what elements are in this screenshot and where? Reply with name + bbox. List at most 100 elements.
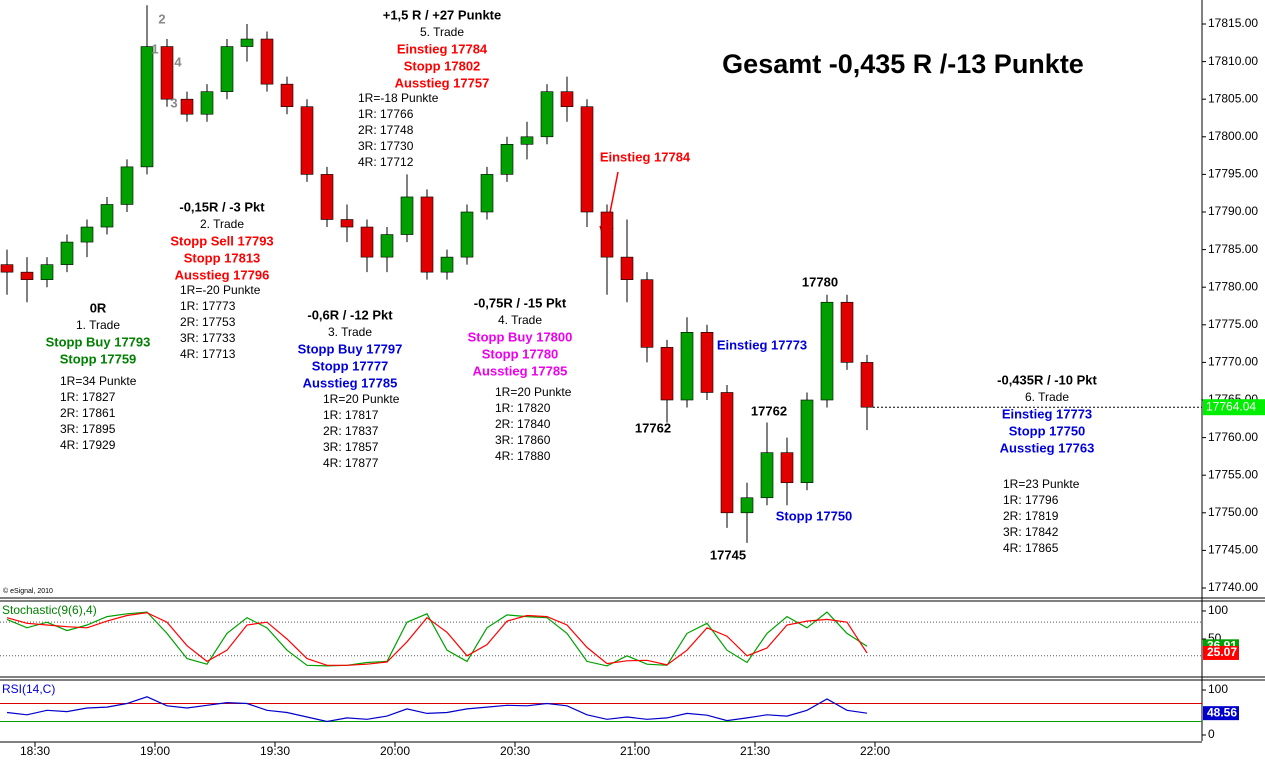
candle-body <box>120 166 134 205</box>
annotation-detail: 2R: 17748 <box>358 123 414 137</box>
annotation-label: 17762 <box>751 403 787 418</box>
y-tick-label: 17745.00 <box>1208 543 1258 557</box>
annotation-label: 2 <box>158 11 165 26</box>
annotation-detail: 4R: 17877 <box>323 456 379 470</box>
x-tick-label: 19:30 <box>260 744 290 758</box>
annotation-detail: 3R: 17730 <box>358 139 414 153</box>
annotation-line: -0,6R / -12 Pkt <box>307 307 393 322</box>
annotation-detail: 1R: 17817 <box>323 408 379 422</box>
annotation-detail: 1R: 17773 <box>180 299 236 313</box>
annotation-line: 6. Trade <box>1025 390 1069 404</box>
y-tick-label: 17740.00 <box>1208 580 1258 594</box>
annotation-detail: 1R: 17827 <box>60 390 116 404</box>
annotation-detail: 4R: 17929 <box>60 438 116 452</box>
annotation-detail: 1R=34 Punkte <box>60 374 137 388</box>
y-tick-label: 100 <box>1208 603 1228 617</box>
annotation-detail: 1R: 17766 <box>358 107 414 121</box>
candle-body <box>540 91 554 138</box>
candle-body <box>440 256 454 273</box>
annotation-detail: 3R: 17733 <box>180 331 236 345</box>
last-price-box <box>1203 399 1265 416</box>
candle-body <box>0 264 14 273</box>
annotation-detail: 4R: 17712 <box>358 155 414 169</box>
candle-body <box>700 332 714 393</box>
annotation-label: 17745 <box>710 547 746 562</box>
y-tick-label: 17750.00 <box>1208 505 1258 519</box>
candle-body <box>820 301 834 401</box>
candle-body <box>220 46 234 92</box>
indicator-line <box>6 696 868 723</box>
annotation-label: 17780 <box>802 274 838 289</box>
annotation-detail: 1R=20 Punkte <box>495 385 572 399</box>
annotation-line: Ausstieg 17785 <box>473 363 568 378</box>
x-tick-label: 18:30 <box>20 744 50 758</box>
candle-body <box>60 241 74 265</box>
candle-body <box>40 264 54 280</box>
annotation-line: Einstieg 17773 <box>1002 406 1092 421</box>
candle-body <box>620 256 634 280</box>
annotation-line: Stopp Buy 17793 <box>46 334 151 349</box>
annotation-line: 4. Trade <box>498 313 542 327</box>
y-tick-label: 17805.00 <box>1208 91 1258 105</box>
candle-body <box>740 497 754 514</box>
annotation-label: 1 <box>151 41 158 56</box>
candle-body <box>860 362 874 408</box>
y-tick-label: 17775.00 <box>1208 317 1258 331</box>
candle-body <box>360 226 374 258</box>
candle-body <box>500 144 514 175</box>
annotation-line: Stopp 17802 <box>404 58 481 73</box>
x-tick-label: 21:30 <box>740 744 770 758</box>
y-tick-label: 17755.00 <box>1208 467 1258 481</box>
y-tick-label: 17770.00 <box>1208 355 1258 369</box>
annotation-line: Ausstieg 17763 <box>1000 440 1095 455</box>
candle-body <box>840 301 854 363</box>
value-tag-label: 48.56 <box>1207 705 1237 719</box>
chart-title: Gesamt -0,435 R /-13 Punkte <box>722 49 1084 79</box>
annotation-label: 3 <box>170 95 177 110</box>
candle-body <box>180 98 194 115</box>
annotation-line: Stopp 17780 <box>482 346 559 361</box>
candle-body <box>560 91 574 108</box>
annotation-line: Stopp 17777 <box>312 358 389 373</box>
annotation-detail: 1R=-18 Punkte <box>358 91 439 105</box>
candle-body <box>20 271 34 280</box>
annotation-line: 0R <box>90 300 107 315</box>
indicator-line <box>6 612 868 666</box>
annotation-line: 2. Trade <box>200 217 244 231</box>
candle-body <box>600 211 614 258</box>
x-tick-label: 19:00 <box>140 744 170 758</box>
candle-body <box>380 234 394 258</box>
annotation-detail: 4R: 17713 <box>180 347 236 361</box>
annotation-detail: 2R: 17753 <box>180 315 236 329</box>
x-tick-label: 20:30 <box>500 744 530 758</box>
annotation-line: Einstieg 17784 <box>397 41 488 56</box>
annotation-line: 3. Trade <box>328 325 372 339</box>
annotation-detail: 1R=-20 Punkte <box>180 283 261 297</box>
annotation-line: -0,15R / -3 Pkt <box>179 199 265 214</box>
y-tick-label: 17800.00 <box>1208 129 1258 143</box>
candle-body <box>640 279 654 348</box>
y-tick-label: 17790.00 <box>1208 204 1258 218</box>
candle-body <box>660 347 674 401</box>
panel-title: RSI(14,C) <box>2 682 55 696</box>
annotation-detail: 4R: 17865 <box>1003 541 1059 555</box>
annotation-detail: 2R: 17837 <box>323 424 379 438</box>
y-tick-label: 17760.00 <box>1208 430 1258 444</box>
value-tag <box>1203 645 1239 660</box>
source: © eSignal, 2010 <box>3 587 53 595</box>
annotation-detail: 1R=23 Punkte <box>1003 477 1080 491</box>
annotation-detail: 3R: 17895 <box>60 422 116 436</box>
y-tick-label: 17780.00 <box>1208 279 1258 293</box>
y-tick-label: 100 <box>1208 682 1228 696</box>
x-tick-label: 20:00 <box>380 744 410 758</box>
candle-body <box>240 38 254 47</box>
annotation-label: Einstieg 17773 <box>717 337 807 352</box>
annotation-label: Stopp 17750 <box>776 508 853 523</box>
y-tick-label: 17815.00 <box>1208 16 1258 30</box>
annotation-line: +1,5 R / +27 Punkte <box>383 7 502 22</box>
annotation-line: Stopp Buy 17797 <box>298 341 403 356</box>
last-price-label: 17764.04 <box>1206 399 1256 413</box>
annotation-line: Stopp 17759 <box>60 351 137 366</box>
y-tick-label: 17810.00 <box>1208 54 1258 68</box>
